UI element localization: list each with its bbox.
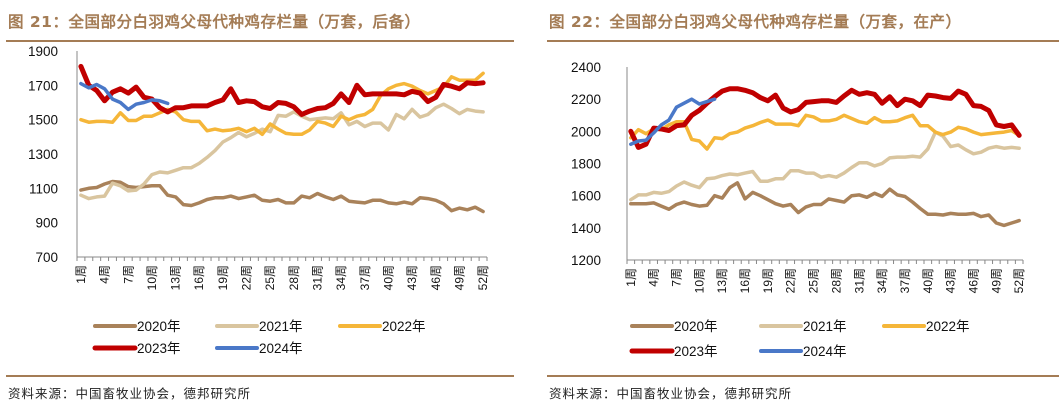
- chart-panel-right: 图 22：全国部分白羽鸡父母代种鸡存栏量（万套，在产） 1200 1400 1600…: [541, 0, 1063, 417]
- x-tick-label: 1周: [74, 265, 88, 284]
- legend-label-2020: 2020年: [674, 319, 718, 334]
- y-tick-label: 1200: [571, 253, 601, 268]
- source-note: 资料来源：中国畜牧业协会，德邦研究所: [549, 386, 793, 401]
- x-tick-label: 25周: [807, 268, 821, 293]
- x-tick-label: 22周: [784, 268, 798, 293]
- y-tick-label: 1400: [571, 221, 601, 236]
- y-tick-label: 1800: [571, 157, 601, 172]
- chart-title: 图 22：全国部分白羽鸡父母代种鸡存栏量（万套，在产）: [549, 13, 962, 31]
- x-tick-label: 40周: [381, 265, 395, 290]
- x-tick-label: 7周: [670, 268, 684, 287]
- x-tick-label: 49周: [989, 268, 1003, 293]
- x-tick-label: 46周: [967, 268, 981, 293]
- x-tick-label: 52周: [476, 265, 490, 290]
- y-tick-label: 1100: [29, 181, 58, 196]
- x-tick-label: 25周: [263, 265, 277, 290]
- legend-label-2022: 2022年: [926, 319, 970, 334]
- legend-label-2022: 2022年: [382, 319, 426, 334]
- y-tick-label: 2000: [571, 124, 601, 139]
- x-tick-label: 19周: [761, 268, 775, 293]
- series-line-2024: [629, 97, 717, 146]
- x-tick-label: 28周: [829, 268, 843, 293]
- line-chart: 700 900 1100 1300 1500 1700 1900 1周 4周 7周 10周 13周 16…: [28, 44, 490, 356]
- series-line-2022: [629, 113, 1021, 151]
- x-tick-label: 37周: [358, 265, 372, 290]
- x-tick-label: 34周: [875, 268, 889, 293]
- series-line-2020: [629, 181, 1021, 228]
- chart-title: 图 21：全国部分白羽鸡父母代种鸡存栏量（万套，后备）: [8, 13, 421, 31]
- x-tick-label: 28周: [287, 265, 301, 290]
- x-tick-label: 31周: [310, 265, 324, 290]
- bottom-rule: [6, 375, 514, 377]
- x-tick-label: 22周: [240, 265, 254, 290]
- legend-label-2021: 2021年: [259, 319, 303, 334]
- y-tick-label: 900: [35, 216, 58, 231]
- y-tick-label: 1500: [28, 113, 58, 128]
- series-line-2024: [79, 81, 170, 112]
- x-tick-label: 1周: [624, 268, 638, 287]
- legend-label-2023: 2023年: [137, 341, 181, 356]
- x-tick-label: 7周: [121, 265, 135, 284]
- top-rule: [6, 40, 514, 42]
- line-chart: 1200 1400 1600 1800 2000 2200 2400 1周 4周 7周 10周 13周…: [571, 60, 1026, 359]
- x-tick-label: 16周: [738, 268, 752, 293]
- series-line-2021: [79, 102, 485, 201]
- legend-label-2024: 2024年: [259, 341, 303, 356]
- x-tick-label: 13周: [715, 268, 729, 293]
- series-line-2023: [628, 86, 1022, 150]
- x-tick-label: 43周: [944, 268, 958, 293]
- x-tick-label: 16周: [192, 265, 206, 290]
- source-note: 资料来源：中国畜牧业协会，德邦研究所: [8, 386, 252, 401]
- x-tick-label: 19周: [216, 265, 230, 290]
- x-tick-label: 4周: [98, 265, 112, 284]
- y-tick-label: 1900: [28, 44, 58, 59]
- x-tick-label: 40周: [921, 268, 935, 293]
- legend-label-2021: 2021年: [803, 319, 847, 334]
- x-tick-label: 31周: [852, 268, 866, 293]
- x-tick-label: 10周: [692, 268, 706, 293]
- y-tick-label: 1300: [28, 147, 58, 162]
- chart-panel-left: 图 21：全国部分白羽鸡父母代种鸡存栏量（万套，后备） 700 900 1100 13…: [0, 0, 520, 417]
- x-tick-label: 4周: [647, 268, 661, 287]
- x-tick-label: 46周: [429, 265, 443, 290]
- y-tick-label: 1700: [28, 78, 58, 93]
- bottom-rule: [547, 375, 1059, 377]
- legend-label-2023: 2023年: [674, 344, 718, 359]
- series-line-2022: [79, 71, 485, 137]
- x-tick-label: 10周: [145, 265, 159, 290]
- series-line-2023: [78, 63, 486, 117]
- x-tick-label: 34周: [334, 265, 348, 290]
- y-tick-label: 1600: [571, 189, 601, 204]
- top-rule: [547, 40, 1059, 42]
- x-tick-label: 49周: [452, 265, 466, 290]
- y-tick-label: 700: [35, 250, 58, 265]
- x-tick-label: 43周: [405, 265, 419, 290]
- y-tick-label: 2400: [571, 60, 601, 75]
- y-tick-label: 2200: [571, 92, 601, 107]
- x-tick-label: 13周: [169, 265, 183, 290]
- x-tick-label: 37周: [898, 268, 912, 293]
- series-line-2020: [79, 179, 485, 214]
- x-tick-label: 52周: [1012, 268, 1026, 293]
- legend-label-2020: 2020年: [137, 319, 181, 334]
- series-line-2021: [629, 130, 1021, 202]
- legend-label-2024: 2024年: [803, 344, 847, 359]
